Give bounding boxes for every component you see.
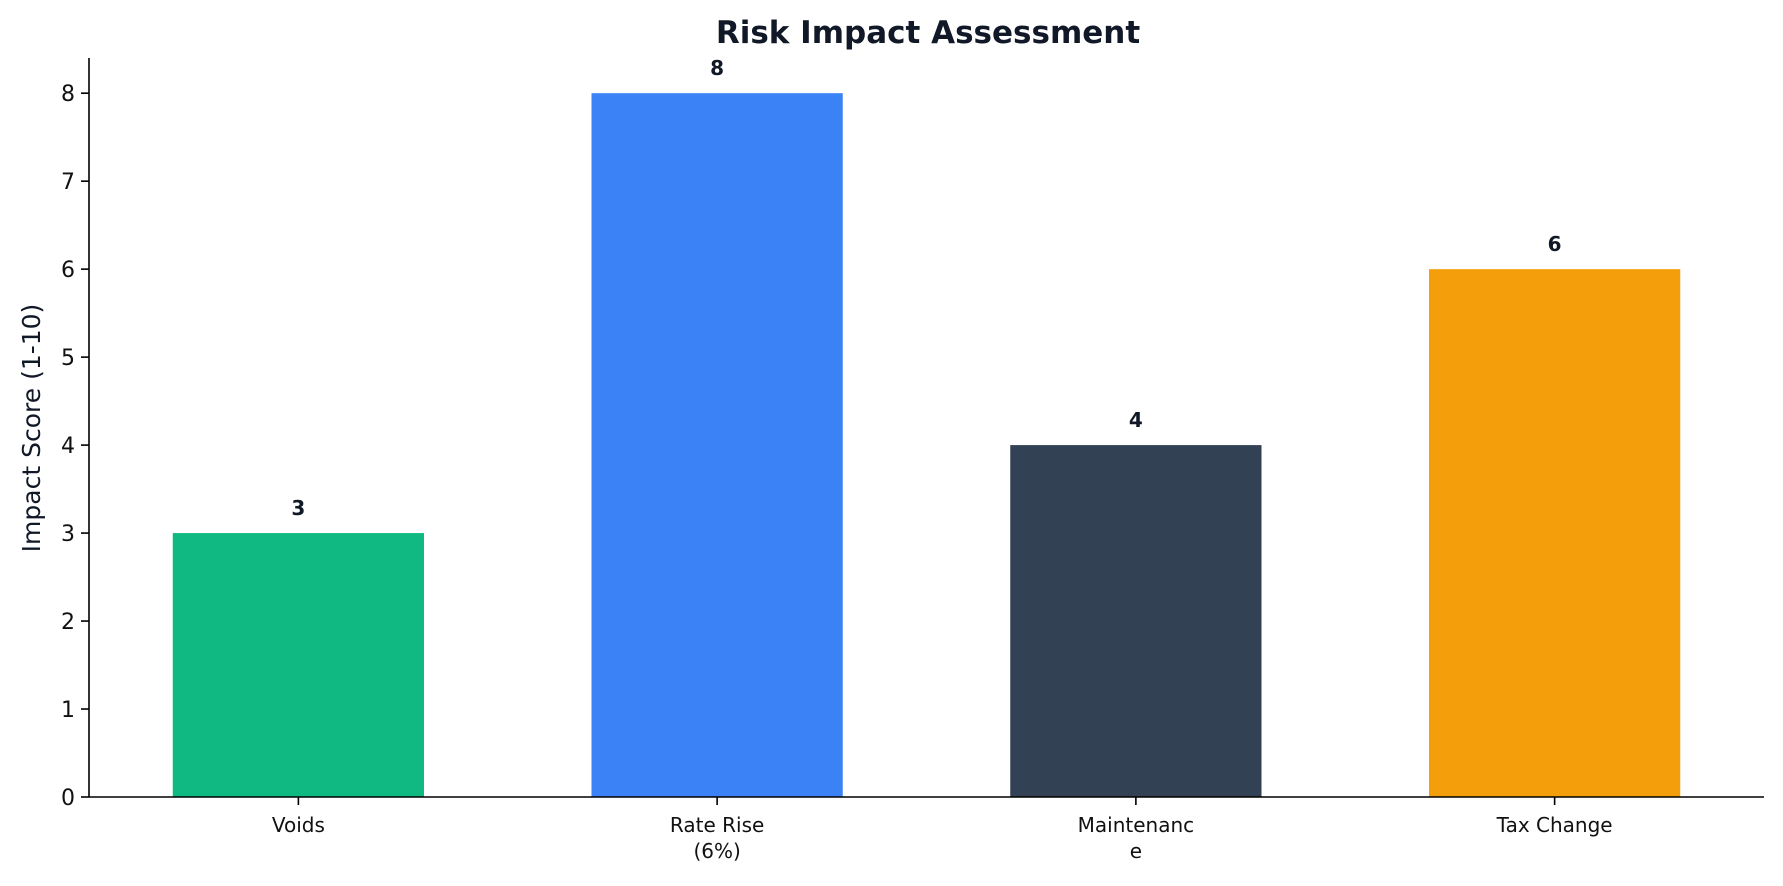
y-tick-label: 8	[61, 82, 75, 107]
y-axis-label: Impact Score (1-10)	[17, 304, 46, 553]
y-tick-label: 6	[61, 258, 75, 283]
chart-title: Risk Impact Assessment	[716, 15, 1141, 51]
y-tick-label: 3	[61, 522, 75, 547]
y-tick-label: 7	[61, 170, 75, 195]
y-tick-label: 4	[61, 434, 75, 459]
bar	[1429, 269, 1681, 798]
plot-area: 0 1 2 3 4 5 6 7 8 3 Voids 8 Rate Rise (6%) 4 Maintenanc…	[61, 56, 1764, 863]
bar	[591, 93, 843, 797]
x-tick-label: Voids	[272, 813, 325, 837]
bar-value-label: 8	[710, 56, 724, 80]
x-tick-label: Rate Rise (6%)	[670, 813, 764, 863]
y-tick-label: 2	[61, 610, 75, 635]
bar-value-label: 4	[1129, 408, 1143, 432]
x-tick-label: Maintenanc e	[1078, 813, 1195, 863]
bar	[172, 533, 424, 797]
y-tick-label: 0	[61, 786, 75, 811]
bar	[1010, 445, 1262, 797]
y-tick-label: 5	[61, 346, 75, 371]
x-tick-label: Tax Change	[1496, 813, 1613, 837]
bar-value-label: 6	[1548, 232, 1562, 256]
bar-value-label: 3	[291, 496, 305, 520]
y-tick-label: 1	[61, 698, 75, 723]
